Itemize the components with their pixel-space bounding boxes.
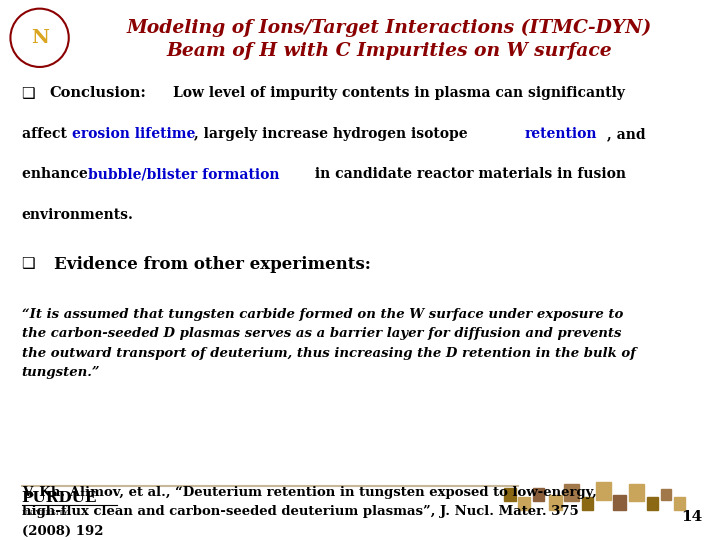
Text: Conclusion:: Conclusion: <box>49 86 146 100</box>
Text: Beam of H with C Impurities on W surface: Beam of H with C Impurities on W surface <box>166 42 611 60</box>
Text: erosion lifetime: erosion lifetime <box>72 127 195 141</box>
Text: , largely increase hydrogen isotope: , largely increase hydrogen isotope <box>194 127 473 141</box>
Text: in candidate reactor materials in fusion: in candidate reactor materials in fusion <box>310 167 626 181</box>
Bar <box>596 482 611 500</box>
Bar <box>613 495 626 510</box>
Text: bubble/blister formation: bubble/blister formation <box>88 167 279 181</box>
Text: “It is assumed that tungsten carbide formed on the W surface under exposure to
t: “It is assumed that tungsten carbide for… <box>22 308 636 379</box>
Bar <box>533 488 544 501</box>
Text: ❑: ❑ <box>22 86 35 102</box>
Text: environments.: environments. <box>22 208 133 222</box>
Text: V. Kh. Alimov, et al., “Deuterium retention in tungsten exposed to low-energy,
h: V. Kh. Alimov, et al., “Deuterium retent… <box>22 486 596 538</box>
Bar <box>674 497 685 510</box>
Bar <box>504 488 516 501</box>
Bar <box>582 497 593 510</box>
Text: 14: 14 <box>680 510 702 524</box>
Bar <box>647 497 658 510</box>
Bar <box>661 489 671 500</box>
Text: ❑: ❑ <box>22 256 35 272</box>
Text: enhance: enhance <box>22 167 92 181</box>
Bar <box>629 484 644 501</box>
Text: Low level of impurity contents in plasma can significantly: Low level of impurity contents in plasma… <box>173 86 625 100</box>
Text: N: N <box>31 29 48 47</box>
Text: Modeling of Ions/Target Interactions (ITMC-DYN): Modeling of Ions/Target Interactions (IT… <box>126 19 652 37</box>
Text: , and: , and <box>607 127 646 141</box>
Text: retention: retention <box>524 127 597 141</box>
Bar <box>549 495 562 510</box>
Bar <box>518 497 530 510</box>
Text: Evidence from other experiments:: Evidence from other experiments: <box>54 256 371 273</box>
Bar <box>564 484 579 501</box>
Text: PURDUE: PURDUE <box>22 491 97 505</box>
Text: UNIVERSITY: UNIVERSITY <box>22 509 68 517</box>
Text: affect: affect <box>22 127 71 141</box>
